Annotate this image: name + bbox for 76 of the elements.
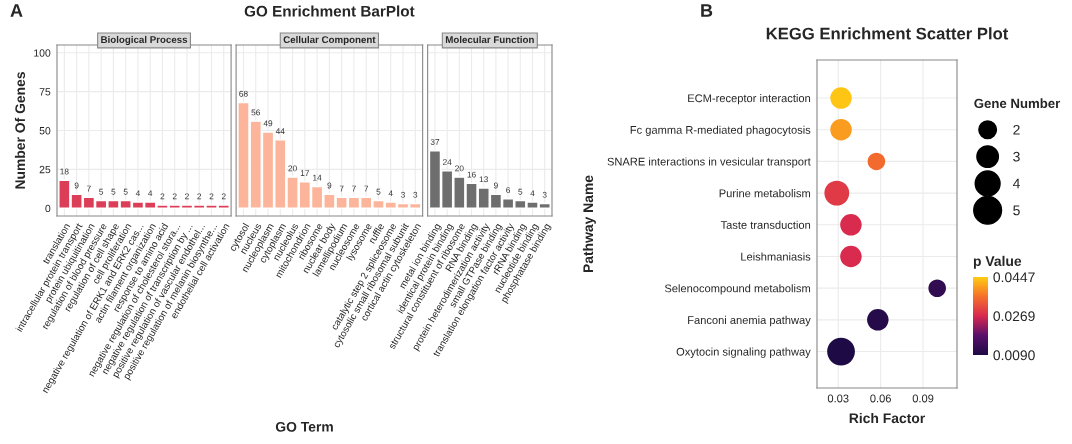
data-label: 5 — [518, 188, 523, 195]
data-label: 6 — [506, 187, 511, 194]
data-label: 9 — [327, 182, 332, 189]
x-axis-title: Rich Factor — [849, 412, 925, 424]
data-label: 5 — [99, 188, 104, 195]
legend-label: 3 — [1013, 151, 1020, 162]
data-label: 68 — [239, 90, 248, 97]
chart-subtitle: Cellular Component — [283, 35, 376, 45]
y-tick-label: 0 — [45, 204, 51, 213]
data-label: 9 — [493, 182, 498, 189]
y-tick-label: 75 — [39, 88, 51, 96]
color-bar-title: p Value — [973, 255, 1022, 269]
y-tick-label: 50 — [39, 127, 51, 135]
data-label: 17 — [300, 170, 310, 176]
chart-subtitle: Biological Process — [101, 35, 188, 45]
data-label: 20 — [455, 165, 464, 172]
chart-title: GO Enrichment BarPlot — [244, 5, 415, 17]
y-tick-label: 100 — [34, 49, 51, 57]
data-label: 14 — [313, 174, 322, 181]
data-label: 2 — [185, 193, 189, 200]
data-label: 7 — [352, 185, 356, 192]
x-tick-label: 0.03 — [827, 394, 849, 403]
text: B — [701, 4, 713, 17]
data-label: 5 — [376, 188, 381, 195]
legend-label: 5 — [1013, 205, 1020, 216]
y-tick-label: SNARE interactions in vesicular transport — [607, 157, 811, 168]
data-label: 49 — [263, 120, 273, 127]
data-label: 4 — [148, 190, 153, 197]
data-label: 13 — [479, 176, 488, 183]
data-label: 7 — [86, 185, 91, 192]
color-bar-label: 0.0090 — [993, 350, 1035, 361]
legend-label: 2 — [1013, 124, 1020, 135]
data-label: 4 — [388, 190, 393, 197]
y-tick-label: Taste transduction — [720, 220, 811, 229]
y-tick-label: Fc gamma R-mediated phagocytosis — [630, 125, 811, 137]
chart-title: KEGG Enrichment Scatter Plot — [766, 27, 1009, 40]
y-axis-title: Number Of Genes — [14, 72, 26, 189]
data-label: 24 — [442, 159, 452, 166]
y-axis-title: Pathway Name — [582, 175, 596, 273]
chart-subtitle: Molecular Function — [445, 35, 534, 44]
legend-title: Gene Number — [974, 98, 1061, 109]
data-label: 2 — [221, 193, 226, 200]
text: A — [10, 4, 23, 17]
data-label: 4 — [530, 190, 535, 197]
data-label: 5 — [111, 188, 116, 195]
data-label: 5 — [123, 188, 128, 195]
data-label: 3 — [401, 191, 405, 198]
data-label: 44 — [275, 128, 285, 134]
y-tick-label: 25 — [39, 165, 51, 174]
data-label: 2 — [172, 193, 177, 200]
data-label: 7 — [339, 185, 344, 192]
data-label: 9 — [74, 182, 79, 189]
x-tick-label: 0.09 — [912, 394, 934, 403]
data-label: 20 — [288, 165, 297, 172]
y-tick-label: ECM-receptor interaction — [688, 94, 811, 105]
y-tick-label: Purine metabolism — [719, 189, 811, 198]
x-axis-title: GO Term — [275, 421, 333, 432]
y-tick-label: Leishmaniasis — [741, 252, 811, 261]
legend-label: 4 — [1012, 178, 1020, 189]
color-bar-label: 0.0447 — [993, 272, 1035, 283]
data-label: 3 — [413, 191, 418, 198]
y-tick-label: Fanconi anemia pathway — [688, 315, 811, 327]
data-label: 4 — [135, 190, 140, 197]
data-label: 7 — [364, 185, 369, 192]
data-label: 37 — [430, 138, 440, 145]
y-tick-label: Selenocompound metabolism — [664, 284, 811, 295]
x-tick-label: 0.06 — [870, 394, 891, 403]
data-label: 3 — [542, 191, 547, 198]
data-label: 2 — [160, 193, 165, 200]
data-label: 2 — [197, 193, 202, 200]
data-label: 2 — [209, 193, 214, 200]
data-label: 56 — [251, 109, 261, 116]
data-label: 18 — [60, 168, 69, 175]
y-tick-label: Oxytocin signaling pathway — [676, 347, 811, 358]
data-label: 16 — [467, 171, 476, 178]
color-bar-label: 0.0269 — [993, 311, 1035, 322]
